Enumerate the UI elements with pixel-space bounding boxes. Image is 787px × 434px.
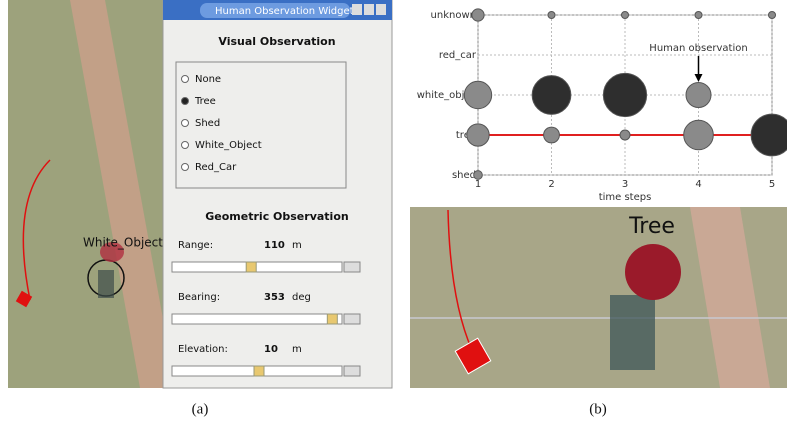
option-label: None	[195, 74, 221, 85]
option-label: Shed	[195, 118, 220, 129]
radio-button[interactable]	[182, 142, 189, 149]
section-heading: Visual Observation	[218, 35, 335, 48]
field-value: 353	[264, 292, 285, 303]
window-title: Human Observation Widget	[215, 6, 354, 17]
slider[interactable]	[172, 262, 342, 272]
bubble	[686, 83, 711, 108]
bubble	[768, 11, 775, 18]
aerial-image-a: White_Object	[8, 0, 165, 388]
section-heading: Geometric Observation	[205, 210, 348, 223]
caption: (a)	[192, 401, 209, 417]
slider-buttons[interactable]	[344, 314, 360, 324]
field-value: 10	[264, 344, 278, 355]
y-tick-label: unknown	[431, 10, 476, 21]
y-tick-label: shed	[452, 170, 476, 181]
bubble	[603, 73, 646, 116]
minimize-button[interactable]	[352, 4, 362, 15]
bubble	[621, 11, 628, 18]
field-label: Elevation:	[178, 344, 228, 355]
x-tick-label: 4	[695, 179, 701, 190]
field-label: Range:	[178, 240, 213, 251]
slider-thumb[interactable]	[327, 314, 337, 324]
bubble	[532, 76, 571, 115]
bubble	[544, 127, 560, 143]
x-tick-label: 5	[769, 179, 775, 190]
y-tick-label: red_car	[439, 50, 477, 61]
slider-thumb[interactable]	[246, 262, 256, 272]
option-label: Red_Car	[195, 162, 237, 173]
aerial-image-b: Tree	[410, 207, 787, 388]
widget: Human Observation Widget Visual Observat…	[163, 0, 392, 388]
field-label: Bearing:	[178, 292, 220, 303]
bubble	[751, 114, 787, 156]
radio-button[interactable]	[182, 98, 189, 105]
maximize-button[interactable]	[364, 4, 374, 15]
annotation-arrowhead	[695, 74, 703, 82]
bubble	[620, 130, 630, 140]
bubble	[464, 81, 491, 108]
option-label: White_Object	[195, 140, 262, 151]
object-label: White_Object	[83, 236, 163, 250]
bubble	[684, 120, 714, 150]
slider-buttons[interactable]	[344, 366, 360, 376]
option-label: Tree	[194, 96, 216, 107]
annotation: Human observation	[649, 43, 747, 54]
bubble	[695, 11, 702, 18]
radio-button[interactable]	[182, 164, 189, 171]
radio-button[interactable]	[182, 76, 189, 83]
bubble	[467, 124, 489, 146]
object-label: Tree	[628, 214, 675, 239]
field-unit: m	[292, 240, 302, 251]
x-tick-label: 2	[548, 179, 554, 190]
slider-buttons[interactable]	[344, 262, 360, 272]
field-unit: deg	[292, 292, 311, 303]
slider-thumb[interactable]	[254, 366, 264, 376]
bubble	[472, 9, 484, 21]
x-tick-label: 3	[622, 179, 628, 190]
caption: (b)	[589, 401, 607, 417]
bubble	[474, 171, 483, 180]
x-axis-label: time steps	[599, 192, 652, 203]
figure: White_Object Human Observation Widget Vi…	[0, 0, 787, 430]
bubble	[548, 11, 555, 18]
field-unit: m	[292, 344, 302, 355]
field-value: 110	[264, 240, 285, 251]
radio-button[interactable]	[182, 120, 189, 127]
close-button[interactable]	[376, 4, 386, 15]
slider[interactable]	[172, 314, 342, 324]
